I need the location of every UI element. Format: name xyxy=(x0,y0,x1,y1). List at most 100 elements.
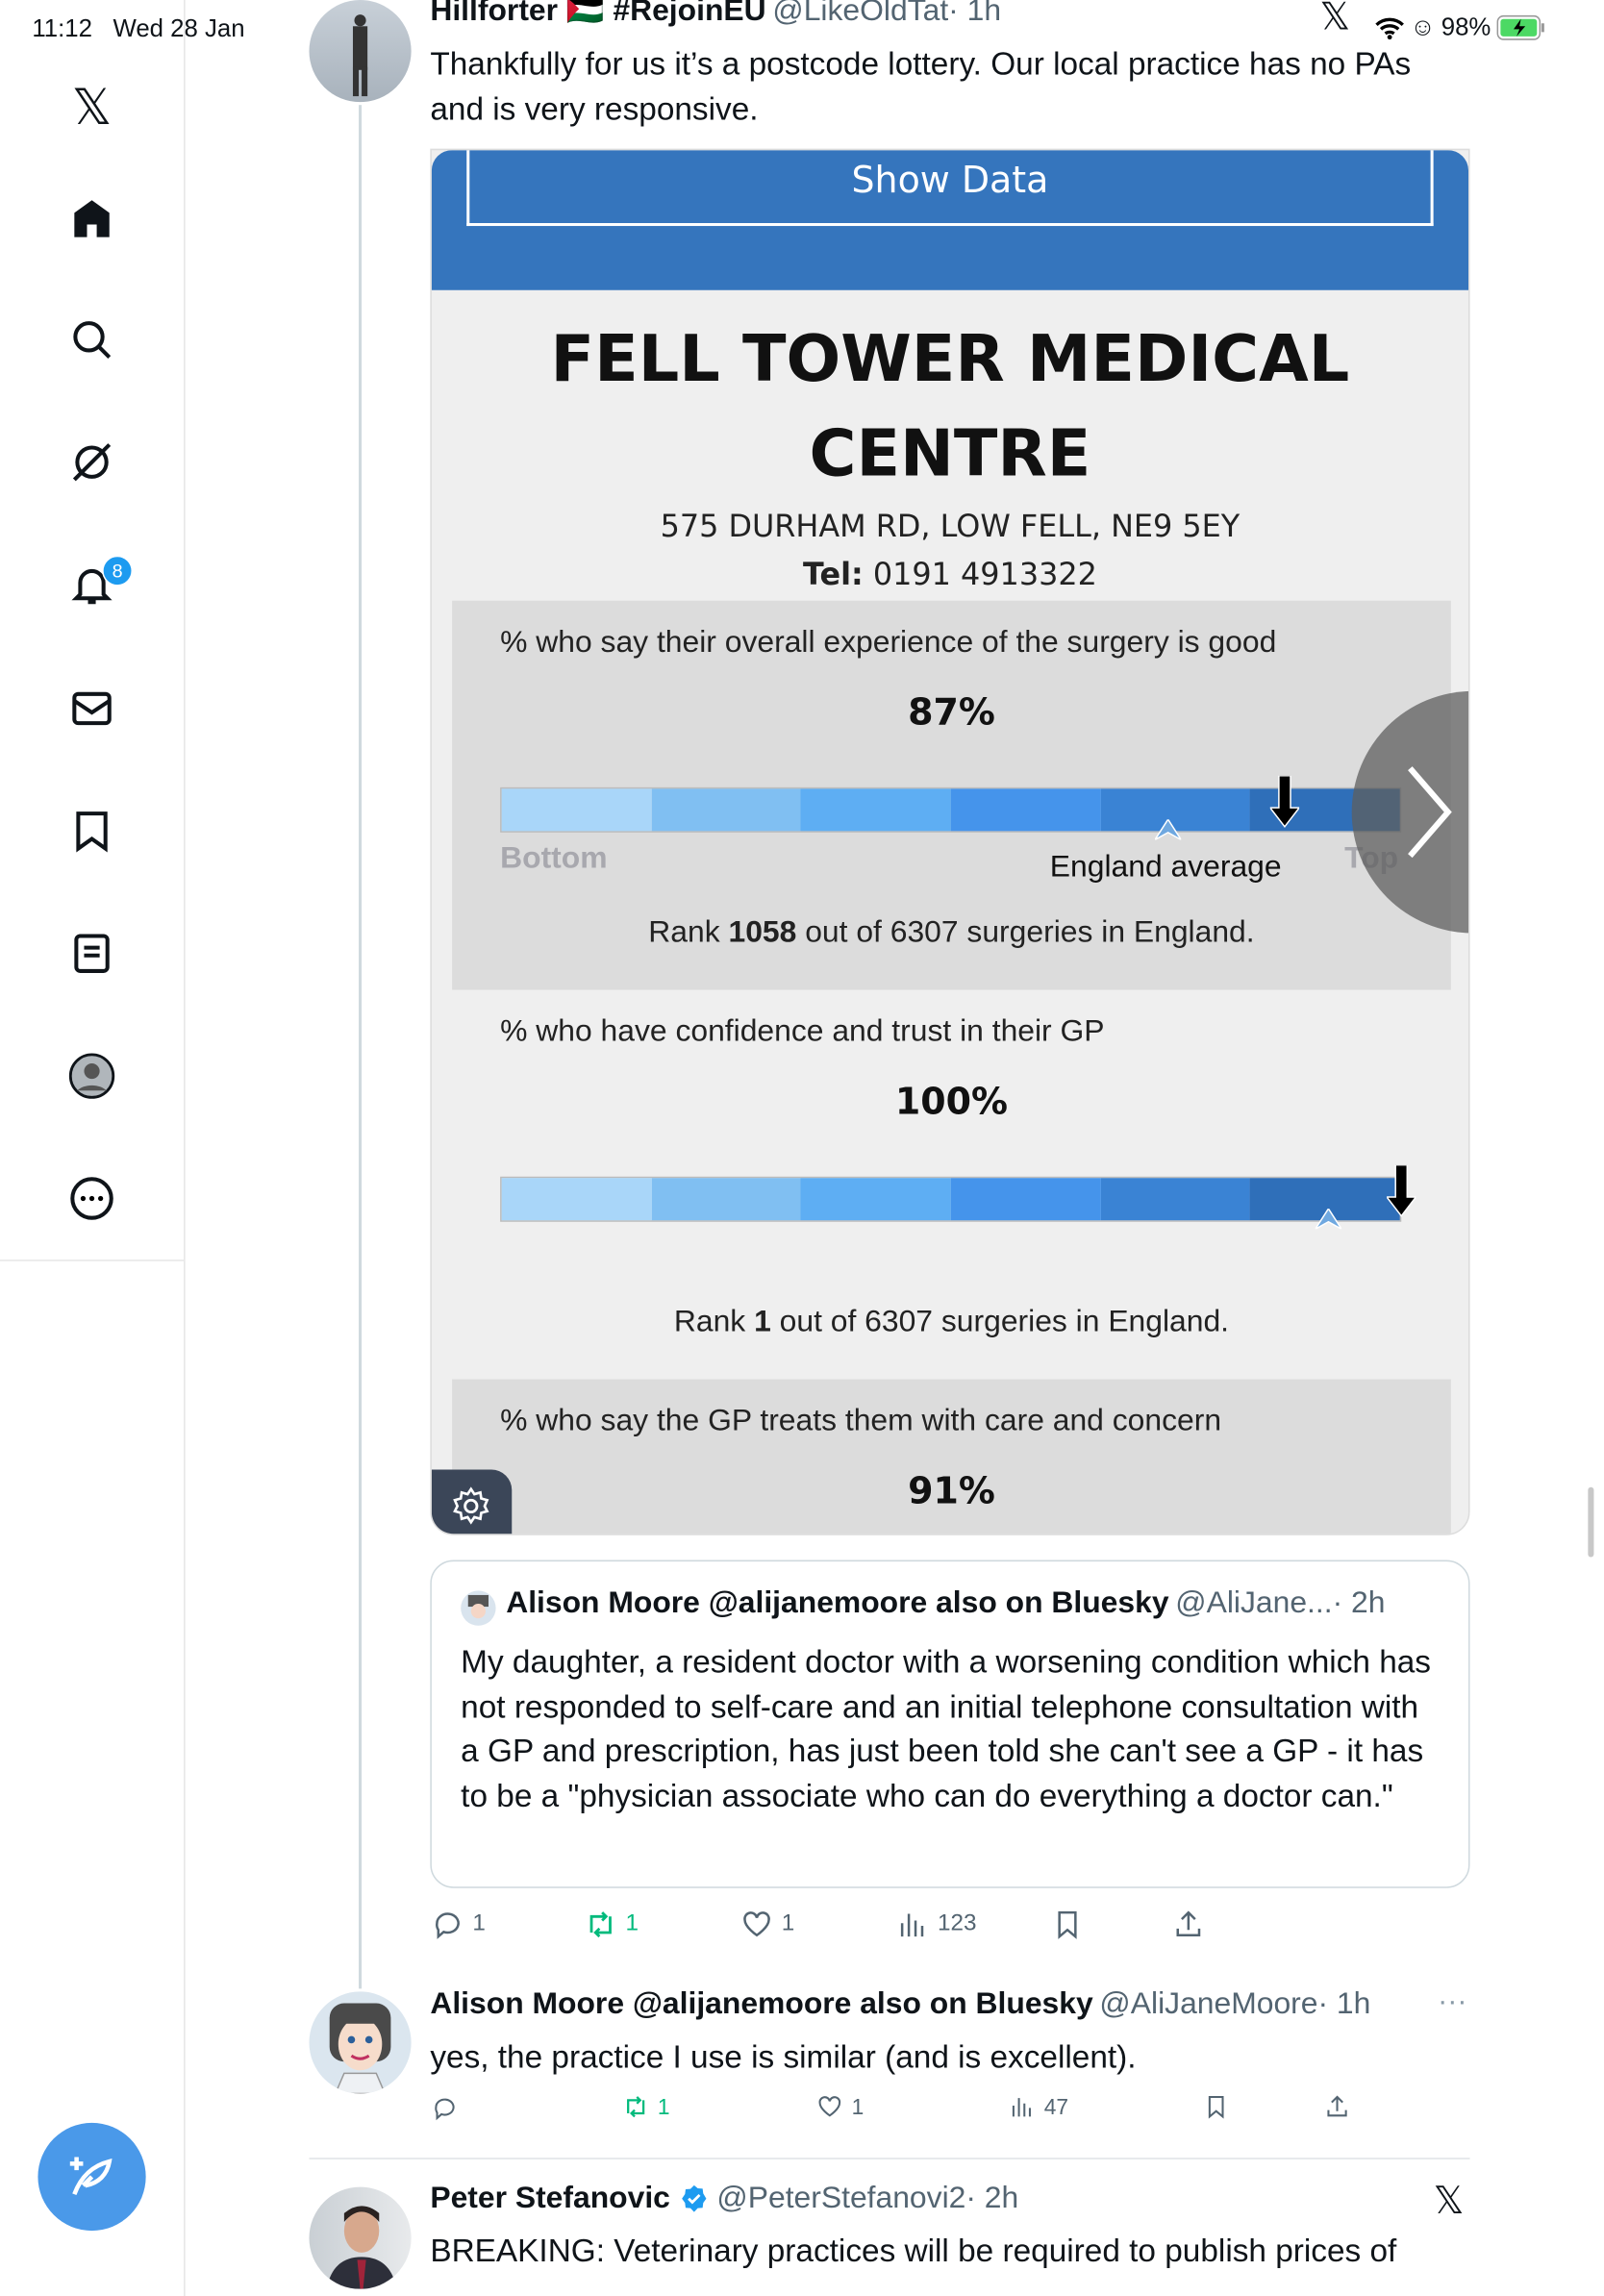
settings-button[interactable] xyxy=(431,1469,513,1535)
share-icon xyxy=(1327,2095,1347,2117)
home-icon[interactable] xyxy=(68,195,115,242)
quoted-author-name: Alison Moore @alijanemoore also on Blues… xyxy=(506,1585,1169,1620)
author-name[interactable]: Hillforter 🇵🇸 #RejoinEU xyxy=(430,0,766,28)
avatar-alison-moore[interactable] xyxy=(309,1991,412,2094)
quoted-tweet[interactable]: Alison Moore @alijanemoore also on Blues… xyxy=(430,1560,1470,1888)
show-data-button[interactable]: Show Data xyxy=(466,150,1434,227)
tweet-header: Hillforter 🇵🇸 #RejoinEU @LikeOldTat· 1h xyxy=(430,0,1001,29)
author-handle[interactable]: @AliJaneMoore xyxy=(1099,1986,1318,2021)
verified-badge-icon xyxy=(681,2184,706,2212)
rank-scale-bar xyxy=(500,1176,1402,1222)
survey-section-experience: % who say their overall experience of th… xyxy=(452,600,1451,990)
avatar-peter-stefanovic[interactable] xyxy=(309,2186,412,2289)
grok-icon[interactable] xyxy=(68,438,115,486)
scrollbar-thumb[interactable] xyxy=(1588,1486,1594,1558)
profile-avatar-icon[interactable] xyxy=(68,1053,115,1100)
author-handle[interactable]: @PeterStefanovi2 xyxy=(716,2181,966,2215)
x-logo-icon[interactable]: 𝕏 xyxy=(71,80,113,137)
reply-icon xyxy=(436,1912,460,1939)
author-name[interactable]: Peter Stefanovic xyxy=(430,2181,670,2215)
repost-button[interactable]: 1 xyxy=(623,2094,670,2120)
tweet-time[interactable]: · 1h xyxy=(948,0,1002,28)
gear-icon xyxy=(453,1486,489,1525)
practice-position-arrow xyxy=(1387,1164,1416,1217)
bookmark-button[interactable] xyxy=(1051,1909,1083,1940)
repost-button[interactable]: 1 xyxy=(585,1909,639,1940)
quoted-avatar xyxy=(461,1590,496,1626)
reply-icon xyxy=(435,2098,455,2121)
share-button[interactable] xyxy=(1324,2094,1350,2120)
reply-button[interactable]: 1 xyxy=(432,1909,486,1940)
rank-text: Rank 1058 out of 6307 surgeries in Engla… xyxy=(648,915,1255,950)
tweet-text: BREAKING: Veterinary practices will be r… xyxy=(430,2232,1397,2269)
x-close-icon[interactable]: 𝕏 xyxy=(1319,0,1351,38)
england-average-label: England average xyxy=(1049,850,1282,884)
avatar-hillforter[interactable] xyxy=(309,0,412,103)
status-indicators: ☺ 98% xyxy=(1375,13,1546,42)
tweet-header: Peter Stefanovic @PeterStefanovi2· 2h xyxy=(430,2182,1018,2216)
reply-button[interactable] xyxy=(432,2095,458,2121)
practice-address: 575 DURHAM RD, LOW FELL, NE9 5EY xyxy=(660,509,1241,544)
survey-percent: 87% xyxy=(908,690,995,734)
lists-icon[interactable] xyxy=(68,930,115,977)
quoted-author-handle: @AliJane... xyxy=(1175,1585,1333,1620)
more-options-icon[interactable] xyxy=(68,1175,115,1222)
tweet-text: Thankfully for us it’s a postcode lotter… xyxy=(430,45,1412,127)
compose-post-button[interactable] xyxy=(38,2122,146,2232)
practice-title-line2: CENTRE xyxy=(809,416,1091,492)
repost-icon xyxy=(589,1911,612,1938)
scale-bottom-label: Bottom xyxy=(500,840,608,875)
survey-section-care: % who say the GP treats them with care a… xyxy=(452,1379,1451,1535)
bookmarks-icon[interactable] xyxy=(68,808,115,855)
practice-position-arrow xyxy=(1269,775,1300,829)
sidebar-bottom-divider xyxy=(0,1260,185,1261)
share-button[interactable] xyxy=(1172,1909,1204,1940)
survey-percent: 100% xyxy=(894,1080,1008,1123)
bookmark-icon xyxy=(1208,2095,1224,2119)
more-options-button[interactable]: ··· xyxy=(1438,1985,1467,2018)
practice-title: FELL TOWER MEDICAL xyxy=(550,322,1350,397)
smiley-icon: ☺ xyxy=(1410,12,1436,41)
tweet-divider xyxy=(309,2158,1470,2159)
thread-line xyxy=(359,105,363,1989)
status-time: 11:12 Wed 28 Jan xyxy=(32,14,245,42)
author-handle[interactable]: @LikeOldTat xyxy=(772,0,949,28)
wifi-icon xyxy=(1375,17,1404,39)
views-button[interactable]: 123 xyxy=(897,1909,977,1940)
x-logo-icon: 𝕏 xyxy=(1433,2178,1465,2222)
survey-question: % who have confidence and trust in their… xyxy=(500,1014,1105,1049)
england-average-marker xyxy=(1315,1209,1342,1230)
search-icon[interactable] xyxy=(68,316,115,363)
notification-badge: 8 xyxy=(102,555,133,586)
tweet-time[interactable]: · 1h xyxy=(1317,1986,1371,2021)
quoted-text: My daughter, a resident doctor with a wo… xyxy=(461,1642,1431,1813)
author-name[interactable]: Alison Moore @alijanemoore also on Blues… xyxy=(430,1986,1093,2021)
heart-icon xyxy=(818,2096,841,2117)
notifications-bell-icon[interactable] xyxy=(68,562,115,609)
tweet-text: yes, the practice I use is similar (and … xyxy=(430,2037,1137,2075)
like-button[interactable]: 1 xyxy=(816,2094,864,2120)
rank-text: Rank 1 out of 6307 surgeries in England. xyxy=(673,1305,1230,1339)
tweet-header: Alison Moore @alijanemoore also on Blues… xyxy=(430,1987,1370,2022)
messages-mail-icon[interactable] xyxy=(68,686,115,733)
quoted-time: · 2h xyxy=(1332,1585,1386,1620)
heart-icon xyxy=(743,1911,770,1937)
views-button[interactable]: 47 xyxy=(1009,2094,1068,2120)
like-button[interactable]: 1 xyxy=(740,1909,794,1940)
survey-question: % who say the GP treats them with care a… xyxy=(500,1404,1222,1438)
share-icon xyxy=(1176,1910,1201,1937)
gp-survey-card[interactable]: Show Data FELL TOWER MEDICAL CENTRE 575 … xyxy=(430,148,1470,1535)
chevron-right-icon xyxy=(1408,766,1452,859)
status-date: Wed 28 Jan xyxy=(113,14,245,42)
bookmark-icon xyxy=(1058,1910,1077,1939)
feather-plus-icon xyxy=(69,2157,113,2196)
practice-tel: Tel: 0191 4913322 xyxy=(802,557,1097,592)
survey-section-confidence: % who have confidence and trust in their… xyxy=(452,989,1451,1380)
battery-percent: 98% xyxy=(1441,12,1491,41)
england-average-marker xyxy=(1154,819,1182,840)
bookmark-button[interactable] xyxy=(1203,2094,1229,2120)
survey-percent: 91% xyxy=(908,1469,995,1512)
card-header: Show Data xyxy=(431,150,1469,290)
quoted-header: Alison Moore @alijanemoore also on Blues… xyxy=(506,1586,1385,1621)
tweet-time[interactable]: · 2h xyxy=(965,2181,1019,2215)
